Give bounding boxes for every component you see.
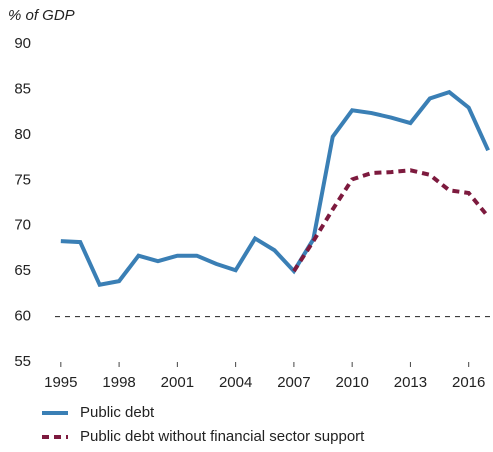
- y-tick-label: 60: [14, 308, 31, 325]
- x-tick-label: 2001: [161, 374, 194, 391]
- x-tick-label: 2016: [452, 374, 485, 391]
- x-tick-label: 2004: [219, 374, 252, 391]
- y-tick-label: 85: [14, 80, 31, 97]
- legend-label: Public debt: [80, 404, 155, 421]
- y-tick-label: 65: [14, 262, 31, 279]
- y-tick-label: 55: [14, 353, 31, 370]
- y-tick-label: 80: [14, 126, 31, 143]
- x-tick-label: 2007: [277, 374, 310, 391]
- x-tick-label: 1998: [102, 374, 135, 391]
- y-tick-label: 90: [14, 35, 31, 52]
- x-tick-label: 2010: [335, 374, 368, 391]
- x-tick-label: 2013: [394, 374, 427, 391]
- y-tick-label: 75: [14, 171, 31, 188]
- series-line: [60, 89, 490, 288]
- series-line: [292, 168, 490, 273]
- y-tick-label: 70: [14, 217, 31, 234]
- x-tick-label: 1995: [44, 374, 77, 391]
- axis-title: % of GDP: [8, 7, 75, 24]
- legend-label: Public debt without financial sector sup…: [80, 428, 365, 445]
